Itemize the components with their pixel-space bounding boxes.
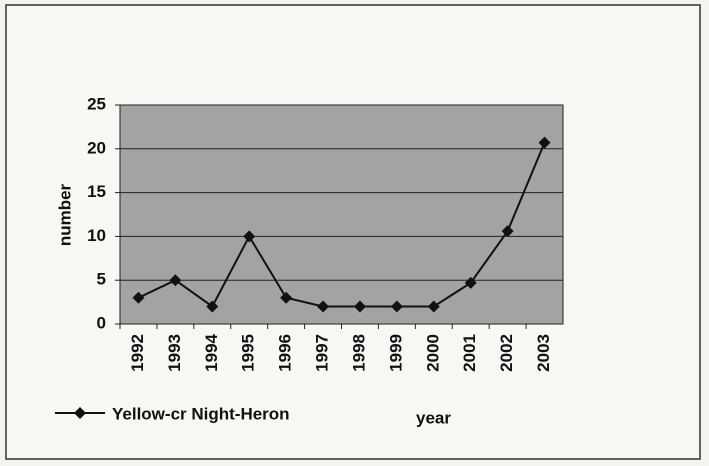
point: [317, 300, 330, 313]
point: [427, 300, 440, 313]
legend-marker: [74, 407, 86, 419]
point: [501, 225, 514, 238]
x-tick-label: 2000: [423, 334, 442, 372]
x-tick-label: 1994: [202, 333, 221, 371]
x-tick-label: 1999: [386, 334, 405, 372]
y-tick-label: 25: [87, 94, 106, 113]
y-tick-label: 15: [87, 182, 106, 201]
y-tick-label: 0: [97, 313, 106, 332]
x-tick-label: 1998: [349, 334, 368, 372]
point: [132, 291, 145, 304]
x-axis-label: year: [416, 408, 451, 427]
x-tick-label: 1992: [128, 334, 147, 372]
point: [390, 300, 403, 313]
point: [169, 274, 182, 287]
legend-label: Yellow-cr Night-Heron: [112, 404, 290, 423]
point: [206, 300, 219, 313]
plot-area: [119, 104, 564, 325]
x-tick-label: 2001: [460, 334, 479, 372]
y-axis-label: number: [55, 183, 74, 246]
x-tick-label: 1995: [239, 334, 258, 372]
y-tick-label: 10: [87, 226, 106, 245]
x-tick-label: 2002: [497, 334, 516, 372]
point: [243, 230, 256, 243]
point: [538, 136, 551, 149]
y-tick-label: 20: [87, 138, 106, 157]
y-tick-label: 5: [97, 270, 106, 289]
x-tick-label: 1993: [165, 334, 184, 372]
point: [464, 276, 477, 289]
x-tick-label: 1997: [313, 334, 332, 372]
series-line: [138, 142, 546, 308]
point: [353, 300, 366, 313]
x-tick-label: 2003: [534, 334, 553, 372]
point: [280, 291, 293, 304]
x-tick-label: 1996: [276, 334, 295, 372]
